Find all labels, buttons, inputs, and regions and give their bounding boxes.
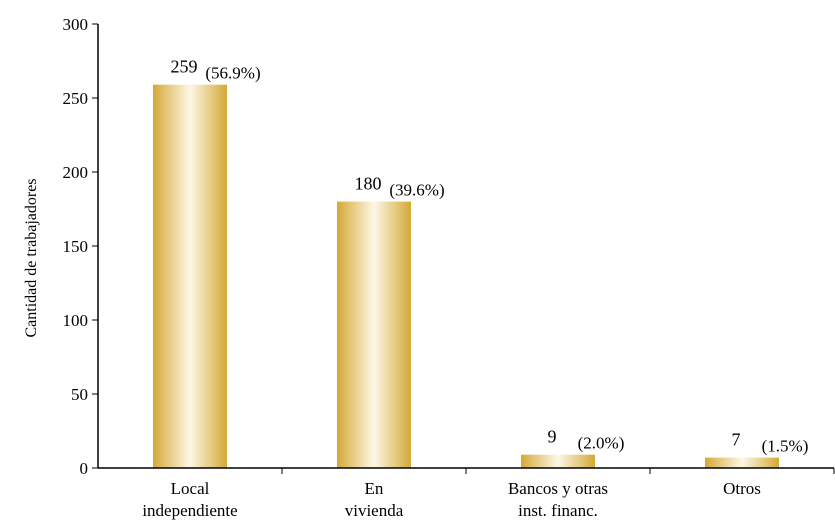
bar-value-label: 259 <box>171 57 198 77</box>
y-tick-label: 250 <box>63 89 89 108</box>
y-tick-label: 100 <box>63 311 89 330</box>
bar-percent-label: (1.5%) <box>762 437 809 456</box>
y-tick-label: 150 <box>63 237 89 256</box>
x-category-label: Bancos y otras inst. financ. <box>508 479 608 520</box>
bar <box>153 84 227 469</box>
x-category-label-line: independiente <box>142 501 237 520</box>
bar-percent-label: (2.0%) <box>578 434 625 453</box>
bar-value-label: 180 <box>355 174 382 194</box>
x-category-label-line: inst. financ. <box>518 501 598 520</box>
y-tick-label: 50 <box>71 385 88 404</box>
x-category-label-line: Bancos y otras <box>508 479 608 498</box>
bar <box>521 454 595 468</box>
x-category-label: Otros <box>723 479 761 498</box>
bar-percent-label: (56.9%) <box>205 64 260 83</box>
x-category-label: Local independiente <box>142 479 237 520</box>
x-category-label-line: Otros <box>723 479 761 498</box>
y-axis-title: Cantidad de trabajadores <box>23 178 40 337</box>
bar-value-label: 9 <box>548 427 557 447</box>
bars-group: 259 (56.9%) 180 (39.6%) 9 (2.0%) 7 (1.5%) <box>153 57 809 469</box>
bar <box>705 457 779 468</box>
y-axis: 0 50 100 150 200 250 300 <box>63 15 99 478</box>
y-tick-label: 200 <box>63 163 89 182</box>
y-tick-label: 300 <box>63 15 89 34</box>
x-category-label-line: En <box>365 479 384 498</box>
x-category-label-line: vivienda <box>345 501 404 520</box>
bar-percent-label: (39.6%) <box>389 181 444 200</box>
bar-value-label: 7 <box>732 430 741 450</box>
x-category-label: En vivienda <box>345 479 404 520</box>
x-category-label-line: Local <box>171 479 210 498</box>
y-tick-label: 0 <box>80 459 89 478</box>
bar <box>337 201 411 468</box>
x-axis: Local independiente En vivienda Bancos y otr… <box>98 467 835 520</box>
